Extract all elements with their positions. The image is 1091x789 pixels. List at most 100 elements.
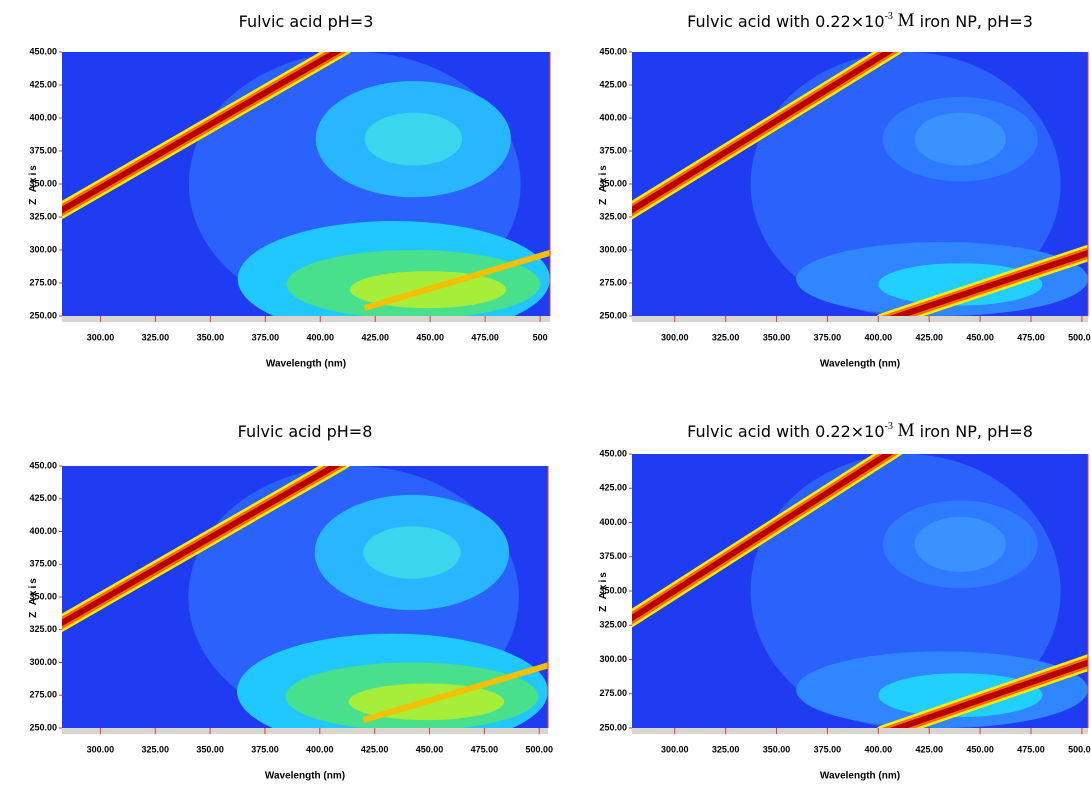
title-part: -3 [885,11,893,22]
x-tick-label: 375.00 [251,744,279,754]
contour-region [364,112,463,166]
x-tick-label: 325.00 [142,332,170,342]
y-axis-label: Z Axis [598,570,609,612]
title-part: -3 [885,421,893,432]
x-tick-label: 350.00 [197,332,225,342]
x-tick-label: 325.00 [712,332,740,342]
y-tick-label: 375.00 [29,559,57,569]
x-tick-label: 300.00 [87,332,115,342]
x-tick-label: 375.00 [814,332,842,342]
x-tick-label: 400.00 [865,332,893,342]
panel: Fulvic acid pH=8 300.00 325.00 350.00 375.00… [28,422,553,782]
y-tick-label: 275.00 [599,688,627,698]
scatter-band [889,659,1088,728]
y-tick-label: 325.00 [29,211,57,221]
y-tick-label: 425.00 [29,493,57,503]
y-tick-label: 300.00 [29,657,57,667]
x-tick-label: 375.00 [252,332,280,342]
x-tick-label: 475.00 [1017,744,1045,754]
scatter-band [62,52,342,214]
title-part: Fulvic acid with 0.22×10 [687,12,884,31]
x-tick-label: 300.00 [661,332,689,342]
x-axis-label: Wavelength (nm) [820,771,900,782]
y-tick-label: 450.00 [29,46,57,56]
x-tick-label: 450.00 [416,332,444,342]
y-tick-label: 425.00 [599,79,627,89]
x-axis-strip [62,728,548,734]
x-tick-label: 300.00 [661,744,689,754]
x-axis-label: Wavelength (nm) [265,771,345,782]
y-axis-label: Z Axis [28,576,39,618]
x-tick-label: 375.00 [814,744,842,754]
y-tick-label: 400.00 [29,112,57,122]
x-axis-label: Wavelength (nm) [266,359,346,370]
y-axis-label: Z Axis [598,163,609,205]
x-tick-label: 300.00 [87,744,115,754]
y-tick-label: 375.00 [29,145,57,155]
y-tick-label: 375.00 [599,145,627,155]
y-tick-label: 400.00 [29,526,57,536]
y-tick-label: 425.00 [599,483,627,493]
scatter-band [62,466,341,627]
plot-area [632,52,1088,316]
contour-region [914,112,1006,166]
x-tick-label: 450.00 [416,744,444,754]
panel: Fulvic acid pH=3 300.00 325.00 350.00 375.00… [28,12,551,370]
y-axis-label: Z Axis [28,163,39,205]
panel-title: Fulvic acid with 0.22×10-3 M iron NP, pH… [687,10,1033,31]
y-tick-label: 275.00 [29,277,57,287]
x-tick-label: 475.00 [471,744,499,754]
x-axis-strip [62,316,550,322]
y-tick-label: 450.00 [29,460,57,470]
plot-area [62,466,548,728]
title-part: iron NP, pH=8 [915,422,1033,441]
y-tick-label: 250.00 [29,722,57,732]
scatter-band [889,249,1088,316]
title-part: Fulvic acid with 0.22×10 [687,422,884,441]
x-tick-label: 325.00 [712,744,740,754]
y-tick-label: 375.00 [599,551,627,561]
scatter-band [632,454,894,622]
x-tick-label: 475.00 [471,332,499,342]
y-tick-label: 325.00 [29,624,57,634]
x-tick-label: 500.00 [1068,332,1091,342]
x-tick-label: 500.00 [1068,744,1091,754]
x-tick-label: 350.00 [763,332,791,342]
y-tick-label: 325.00 [599,620,627,630]
plot-area [62,52,550,316]
panel: Fulvic acid with 0.22×10-3 M iron NP, pH… [598,10,1091,369]
scatter-band [362,662,548,724]
scatter-band [363,249,550,311]
x-tick-label: 400.00 [306,744,334,754]
y-tick-label: 400.00 [599,112,627,122]
contour-region [363,526,461,579]
x-tick-label: 350.00 [196,744,224,754]
title-part: iron NP, pH=3 [915,12,1033,31]
y-tick-label: 300.00 [29,244,57,254]
y-tick-label: 275.00 [29,690,57,700]
panel-title: Fulvic acid pH=8 [238,422,373,441]
x-axis-label: Wavelength (nm) [820,359,900,370]
title-part: Fulvic acid pH=3 [239,12,374,31]
x-axis-strip [632,728,1088,734]
panel-title: Fulvic acid pH=3 [239,12,374,31]
x-tick-label: 425.00 [361,332,389,342]
y-tick-label: 250.00 [599,722,627,732]
title-part: M [893,420,915,441]
y-tick-label: 450.00 [599,46,627,56]
y-tick-label: 400.00 [599,517,627,527]
panel-title: Fulvic acid with 0.22×10-3 M iron NP, pH… [687,420,1033,441]
x-tick-label: 475.00 [1017,332,1045,342]
y-tick-label: 350.00 [29,178,57,188]
y-tick-label: 300.00 [599,244,627,254]
x-tick-label: 425.00 [361,744,389,754]
y-tick-label: 300.00 [599,654,627,664]
title-part: Fulvic acid pH=8 [238,422,373,441]
y-tick-label: 425.00 [29,79,57,89]
contour-region [914,517,1006,572]
x-tick-label: 425.00 [915,332,943,342]
title-part: M [893,10,915,31]
y-tick-label: 350.00 [29,591,57,601]
y-tick-label: 325.00 [599,211,627,221]
